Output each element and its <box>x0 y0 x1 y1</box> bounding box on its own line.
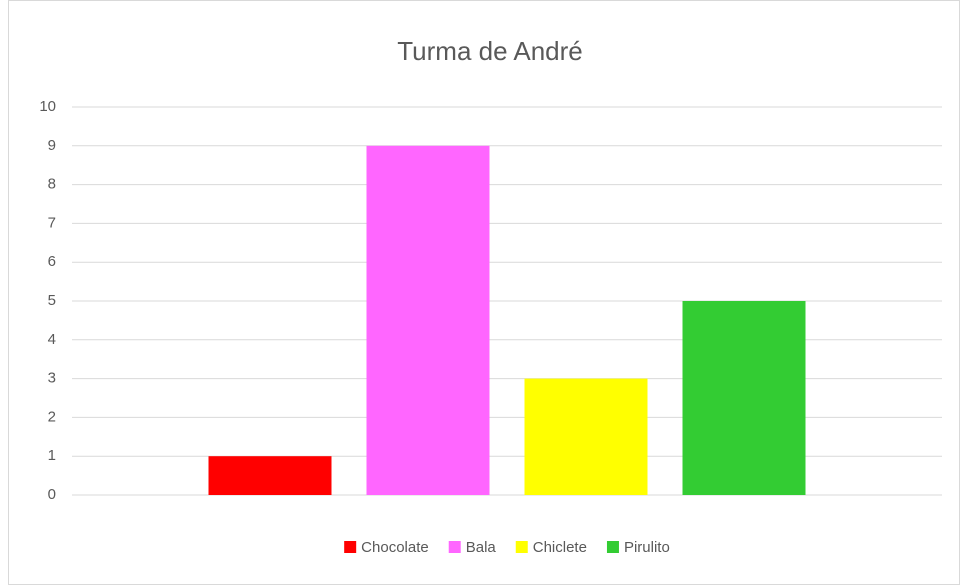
legend-swatch <box>515 541 528 553</box>
y-tick-label: 3 <box>48 370 56 387</box>
y-tick-label: 2 <box>48 408 56 425</box>
y-tick-label: 0 <box>48 486 56 503</box>
y-tick-label: 7 <box>48 214 56 231</box>
legend-label: Chocolate <box>361 539 429 556</box>
y-tick-label: 8 <box>48 176 56 193</box>
chart-title: Turma de André <box>397 36 582 66</box>
y-tick-label: 6 <box>48 253 56 270</box>
legend-swatch <box>606 541 619 553</box>
bar <box>366 145 490 496</box>
y-tick-label: 1 <box>48 447 56 464</box>
bar <box>524 378 648 495</box>
y-tick-label: 9 <box>48 137 56 154</box>
bar <box>682 301 806 495</box>
bar <box>208 456 332 495</box>
y-tick-label: 10 <box>39 98 56 115</box>
y-tick-label: 5 <box>48 292 56 309</box>
y-tick-label: 4 <box>48 331 56 348</box>
legend-label: Pirulito <box>624 539 670 556</box>
legend-label: Chiclete <box>533 539 587 556</box>
legend-label: Bala <box>466 539 497 556</box>
legend-swatch <box>448 541 461 553</box>
legend-swatch <box>344 541 357 553</box>
